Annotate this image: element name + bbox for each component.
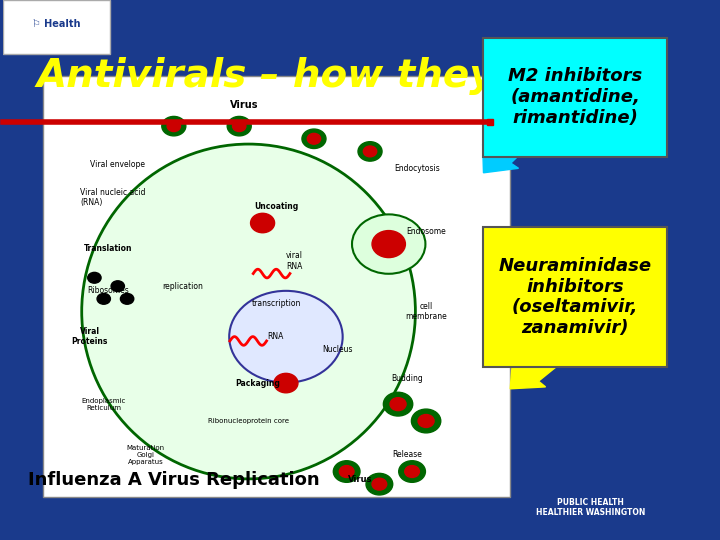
Text: Ribosomes: Ribosomes [88,286,130,295]
Circle shape [307,133,320,144]
Circle shape [229,291,343,383]
FancyBboxPatch shape [43,76,510,497]
Text: Viral envelope: Viral envelope [90,159,145,168]
Circle shape [333,461,360,482]
Text: Endosome: Endosome [406,227,446,236]
Text: Virus: Virus [230,100,258,110]
Circle shape [405,465,420,477]
FancyBboxPatch shape [484,38,667,157]
Text: viral
RNA: viral RNA [286,251,303,271]
FancyArrow shape [482,101,560,173]
Circle shape [274,373,298,393]
Circle shape [372,231,405,258]
Circle shape [97,293,110,304]
Text: Nucleus: Nucleus [322,345,353,354]
Circle shape [339,465,354,477]
Text: Translation: Translation [84,244,132,253]
Circle shape [399,461,426,482]
Text: Antivirals – how they work: Antivirals – how they work [36,57,616,94]
FancyBboxPatch shape [484,227,667,367]
Text: RNA: RNA [267,332,284,341]
Text: M2 inhibitors
(amantidine,
rimantidine): M2 inhibitors (amantidine, rimantidine) [508,68,642,127]
Circle shape [366,474,392,495]
Text: Release: Release [392,450,423,459]
Text: transcription: transcription [252,299,301,308]
Circle shape [88,272,101,283]
Text: Packaging: Packaging [235,379,280,388]
Text: Neuraminidase
inhibitors
(oseltamivir,
zanamivir): Neuraminidase inhibitors (oseltamivir, z… [499,257,652,337]
Circle shape [352,214,426,274]
Text: Budding: Budding [392,374,423,383]
Circle shape [372,478,387,490]
Text: cell
membrane: cell membrane [405,302,447,321]
Circle shape [411,409,441,433]
Text: Uncoating: Uncoating [254,201,299,211]
Ellipse shape [81,144,415,479]
Circle shape [233,121,246,132]
Circle shape [251,213,274,233]
Text: Endoplasmic
Reticulum: Endoplasmic Reticulum [81,397,126,410]
Text: Maturation
Golgi
Apparatus: Maturation Golgi Apparatus [127,444,165,465]
Text: Viral
Proteins: Viral Proteins [71,327,108,347]
Text: PUBLIC HEALTH
HEALTHIER WASHINGTON: PUBLIC HEALTH HEALTHIER WASHINGTON [536,498,645,517]
Circle shape [167,121,181,132]
Circle shape [390,397,406,410]
Text: Influenza A Virus Replication: Influenza A Virus Replication [28,471,320,489]
Circle shape [358,141,382,161]
Text: Endocytosis: Endocytosis [394,164,440,173]
Circle shape [162,117,186,136]
Text: ⚐ Health: ⚐ Health [32,19,81,29]
Circle shape [120,293,134,304]
Circle shape [364,146,377,157]
Text: Virus: Virus [348,475,373,484]
Text: Viral nucleic acid
(RNA): Viral nucleic acid (RNA) [81,188,146,207]
Circle shape [418,415,434,428]
Circle shape [111,281,125,292]
Circle shape [383,392,413,416]
Circle shape [302,129,326,149]
FancyBboxPatch shape [3,0,109,54]
Text: Ribonucleoprotein core: Ribonucleoprotein core [208,418,289,424]
Circle shape [228,117,251,136]
FancyArrow shape [510,316,600,389]
Text: replication: replication [163,282,204,291]
